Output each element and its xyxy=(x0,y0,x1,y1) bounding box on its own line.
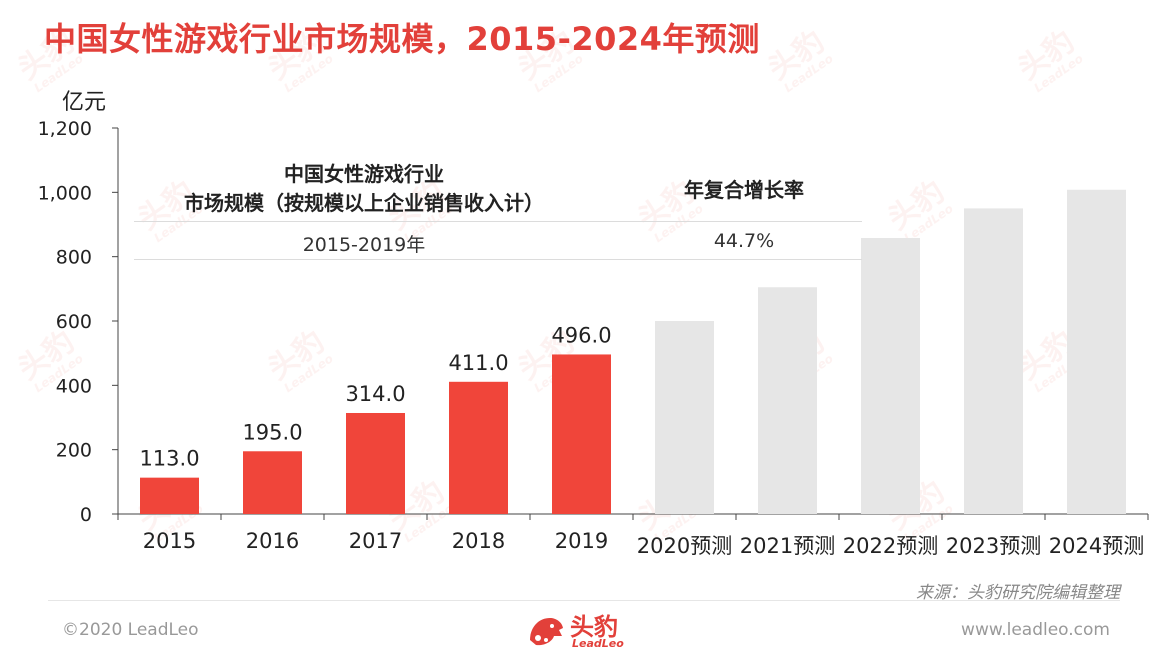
data-label: 113.0 xyxy=(139,447,199,471)
x-tick-label: 2017 xyxy=(349,529,402,553)
bar xyxy=(449,381,508,514)
y-axis-unit-label: 亿元 xyxy=(62,90,107,115)
logo-text-cn: 头豹 xyxy=(570,613,618,641)
y-tick-label: 800 xyxy=(56,247,92,269)
y-tick-label: 200 xyxy=(56,440,92,462)
bar-chart: 0 200 400 600 800 1,000 1,200 2015 2016 2017 2018… xyxy=(38,118,1149,558)
cagr-divider-top xyxy=(134,221,862,222)
bar xyxy=(346,412,405,514)
x-tick-label: 2018 xyxy=(452,529,505,553)
data-label: 314.0 xyxy=(345,382,405,406)
data-label: 496.0 xyxy=(551,323,611,347)
x-tick-label: 2022预测 xyxy=(843,534,938,558)
bar xyxy=(861,238,920,514)
source-note: 来源：头豹研究院编辑整理 xyxy=(916,583,1120,603)
x-tick-label: 2015 xyxy=(143,529,196,553)
x-tick-label: 2023预测 xyxy=(946,534,1041,558)
cagr-header-line2: 市场规模（按规模以上企业销售收入计） xyxy=(184,191,544,215)
bar xyxy=(140,477,199,514)
leadleo-logo: 头豹 LeadLeo xyxy=(526,606,646,654)
x-tick-label: 2021预测 xyxy=(740,534,835,558)
y-tick-label: 600 xyxy=(56,311,92,333)
data-labels-group: 113.0 195.0 314.0 411.0 496.0 xyxy=(139,323,611,470)
bar xyxy=(964,208,1023,514)
cagr-header-rate: 年复合增长率 xyxy=(684,178,804,202)
data-label: 195.0 xyxy=(242,420,302,444)
bar xyxy=(1067,189,1126,514)
cagr-header-line1: 中国女性游戏行业 xyxy=(284,162,444,186)
y-tick-label: 1,000 xyxy=(38,182,92,204)
footer-copyright: ©2020 LeadLeo xyxy=(62,620,199,640)
cagr-rate-value: 44.7% xyxy=(713,230,775,252)
cagr-period: 2015-2019年 xyxy=(302,234,426,256)
bar xyxy=(552,354,611,514)
y-tick-label: 0 xyxy=(80,504,92,526)
x-tick-label: 2020预测 xyxy=(637,534,732,558)
logo-text-en: LeadLeo xyxy=(572,637,624,650)
cagr-table: 中国女性游戏行业 市场规模（按规模以上企业销售收入计） 年复合增长率 2015-… xyxy=(134,160,862,260)
bar xyxy=(243,451,302,514)
y-axis: 0 200 400 600 800 1,000 1,200 xyxy=(38,118,119,526)
cagr-header-market: 中国女性游戏行业 市场规模（按规模以上企业销售收入计） xyxy=(134,160,594,218)
bar xyxy=(758,287,817,514)
y-tick-label: 1,200 xyxy=(38,118,92,140)
data-label: 411.0 xyxy=(448,351,508,375)
footer-website-link[interactable]: www.leadleo.com xyxy=(961,620,1110,640)
bar xyxy=(655,321,714,514)
cagr-divider-bottom xyxy=(134,259,862,260)
x-tick-label: 2016 xyxy=(246,529,299,553)
footer-divider xyxy=(48,600,1120,601)
x-tick-label: 2019 xyxy=(555,529,608,553)
bars-group xyxy=(140,189,1126,514)
leopard-logo-icon xyxy=(530,618,563,646)
page-title: 中国女性游戏行业市场规模，2015-2024年预测 xyxy=(44,20,760,58)
x-axis: 2015 2016 2017 2018 2019 2020预测 2021预测 2022预测 20… xyxy=(117,513,1149,558)
y-tick-label: 400 xyxy=(56,375,92,397)
x-tick-label: 2024预测 xyxy=(1049,534,1144,558)
